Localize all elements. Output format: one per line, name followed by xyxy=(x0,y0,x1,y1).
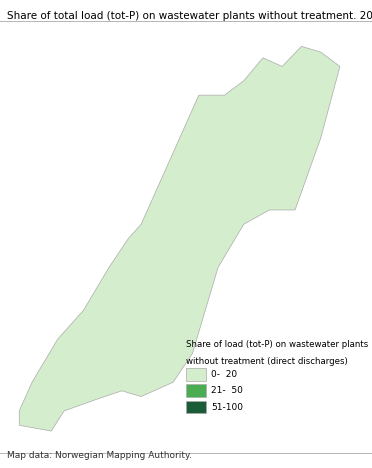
Text: Map data: Norwegian Mapping Authority.: Map data: Norwegian Mapping Authority. xyxy=(7,451,192,460)
Polygon shape xyxy=(19,46,340,431)
Text: 0-  20: 0- 20 xyxy=(211,370,237,379)
Bar xyxy=(186,401,206,414)
Text: Share of total load (tot-P) on wastewater plants without treatment. 2003: Share of total load (tot-P) on wastewate… xyxy=(7,11,372,21)
Text: 21-  50: 21- 50 xyxy=(211,386,243,395)
Text: 51-100: 51-100 xyxy=(211,402,243,411)
Bar xyxy=(186,384,206,397)
Text: Share of load (tot-P) on wastewater plants: Share of load (tot-P) on wastewater plan… xyxy=(186,340,368,349)
Bar xyxy=(186,368,206,381)
Text: without treatment (direct discharges): without treatment (direct discharges) xyxy=(186,357,348,366)
